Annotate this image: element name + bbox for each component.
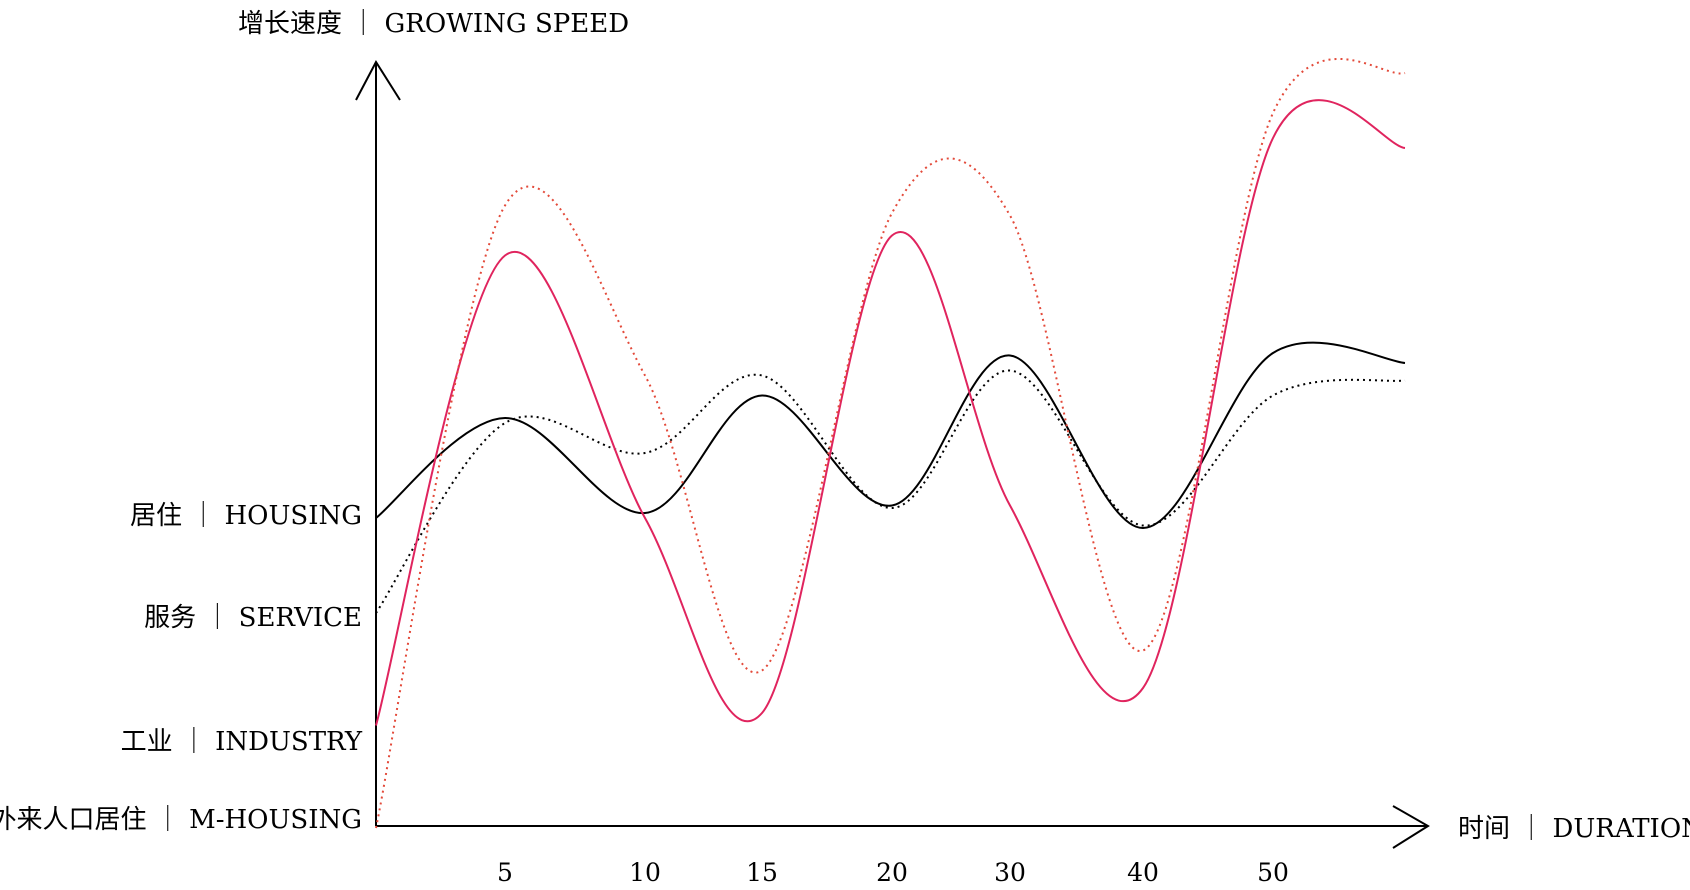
x-tick-50: 50 bbox=[1257, 858, 1289, 887]
x-tick-10: 10 bbox=[629, 858, 661, 887]
series-line-1 bbox=[375, 341, 1406, 530]
series-line-3 bbox=[375, 99, 1406, 726]
x-tick-20: 20 bbox=[876, 858, 908, 887]
series-line-2 bbox=[375, 369, 1406, 614]
x-tick-40: 40 bbox=[1127, 858, 1159, 887]
y-axis-arrow bbox=[355, 60, 401, 101]
y-label-industry: 工业 ｜ INDUSTRY bbox=[121, 727, 363, 757]
x-axis-title: 时间 ｜ DURATION bbox=[1458, 814, 1690, 844]
x-tick-15: 15 bbox=[746, 858, 778, 887]
x-axis-arrow bbox=[1392, 805, 1430, 849]
y-label-service: 服务 ｜ SERVICE bbox=[144, 603, 362, 633]
y-label-m-housing: 外来人口居住 ｜ M-HOUSING bbox=[0, 805, 362, 835]
y-axis-title: 增长速度 ｜ GROWING SPEED bbox=[238, 9, 629, 39]
x-tick-30: 30 bbox=[994, 858, 1026, 887]
series-layer bbox=[375, 58, 1406, 829]
series-line-4 bbox=[375, 58, 1406, 829]
x-tick-5: 5 bbox=[497, 858, 513, 887]
y-label-housing: 居住 ｜ HOUSING bbox=[130, 501, 362, 531]
